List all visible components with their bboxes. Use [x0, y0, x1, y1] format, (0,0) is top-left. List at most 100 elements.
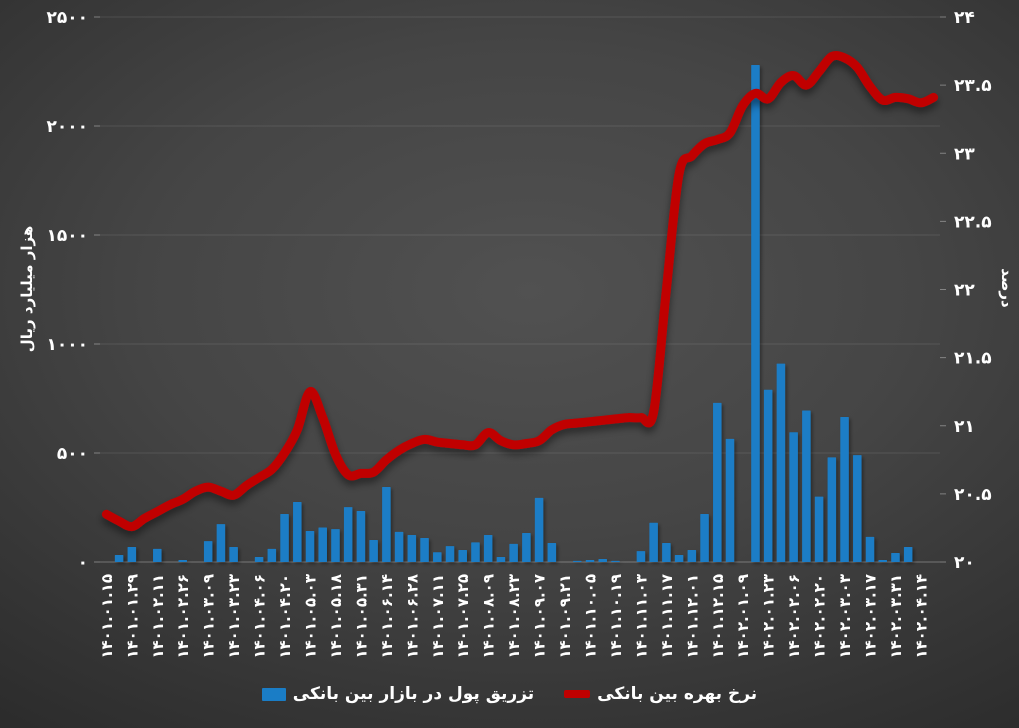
bar: [356, 510, 366, 562]
bar: [522, 533, 531, 562]
legend: تزریق پول در بازار بین بانکی نرخ بهره بی…: [0, 684, 1019, 704]
bar: [293, 502, 302, 562]
bar: [382, 487, 391, 562]
bar: [458, 550, 467, 562]
x-axis-date-label: ۱۴۰۲.۰۱.۲۳: [760, 574, 778, 659]
x-axis-date-label: ۱۴۰۲.۰۴.۱۴: [912, 574, 930, 659]
rate-line: [101, 50, 939, 532]
bar: [598, 558, 607, 562]
bar: [267, 548, 277, 562]
bar: [649, 522, 658, 562]
bar: [331, 529, 340, 562]
bar: [611, 560, 620, 562]
line-series-swatch: [564, 690, 591, 698]
bar: [471, 542, 480, 562]
x-axis-date-label: ۱۴۰۱.۰۴.۲۰: [276, 574, 294, 659]
bar: [636, 551, 646, 562]
x-axis-date-label: ۱۴۰۱.۱۱.۰۳: [632, 574, 650, 659]
x-axis-date-label: ۱۴۰۱.۰۷.۲۵: [454, 574, 472, 659]
bar: [178, 560, 187, 562]
bar: [127, 546, 137, 562]
left-axis-title: هزار میلیارد ریال: [18, 226, 36, 353]
right-axis-tick-label: ۲۲.۵: [954, 212, 992, 232]
bar: [483, 534, 493, 562]
bar: [445, 546, 455, 562]
bar: [878, 560, 887, 562]
x-axis-date-label: ۱۴۰۱.۰۸.۰۹: [480, 574, 498, 659]
x-axis-date-label: ۱۴۰۲.۰۳.۱۷: [862, 574, 880, 659]
bar: [280, 514, 289, 562]
bar: [229, 546, 238, 562]
bar: [114, 555, 124, 562]
bar: [751, 64, 760, 563]
bar: [534, 497, 544, 562]
bar: [713, 402, 722, 562]
bar: [203, 541, 213, 562]
bar-series-label: تزریق پول در بازار بین بانکی: [292, 684, 535, 704]
left-axis-tick-label: ۲۵۰۰: [46, 8, 88, 28]
x-axis-date-label: ۱۴۰۱.۰۳.۰۹: [200, 574, 218, 659]
x-axis-date-label: ۱۴۰۱.۰۱.۱۵: [98, 574, 116, 659]
bar: [509, 543, 518, 562]
bar: [903, 546, 913, 562]
bar: [763, 389, 773, 562]
bar: [585, 560, 595, 562]
x-axis-date-label: ۱۴۰۱.۱۲.۰۱: [683, 574, 701, 659]
bar: [216, 524, 226, 562]
x-axis-date-label: ۱۴۰۱.۰۸.۲۳: [505, 574, 523, 659]
line-series-label: نرخ بهره بین بانکی: [597, 684, 758, 704]
right-axis-tick-label: ۲۲: [954, 281, 975, 301]
bar: [318, 527, 327, 562]
x-axis-date-label: ۱۴۰۲.۰۲.۰۶: [785, 574, 803, 659]
bar: [700, 514, 709, 562]
bar: [840, 417, 849, 562]
bar: [496, 556, 506, 562]
x-axis-date-label: ۱۴۰۱.۰۶.۲۸: [403, 574, 421, 659]
left-axis-tick-label: ۰: [78, 553, 88, 573]
bar: [687, 550, 697, 562]
bar: [776, 363, 786, 562]
left-axis-tick-label: ۱۵۰۰: [46, 226, 88, 246]
bar: [407, 534, 417, 562]
left-axis-tick-label: ۵۰۰: [57, 444, 88, 464]
bar: [865, 536, 875, 562]
right-axis-tick-label: ۲۱: [954, 417, 975, 437]
x-axis-date-label: ۱۴۰۱.۱۲.۱۵: [709, 574, 727, 659]
bar: [369, 539, 378, 562]
bar: [662, 543, 671, 562]
bar: [394, 531, 404, 562]
gridlines: [94, 16, 946, 563]
x-axis-date-label: ۱۴۰۱.۰۳.۲۳: [225, 574, 243, 659]
x-axis-date-label: ۱۴۰۱.۰۷.۱۱: [429, 574, 447, 659]
bar: [827, 457, 837, 562]
x-axis-date-label: ۱۴۰۱.۰۵.۱۸: [327, 574, 345, 659]
bar: [547, 543, 557, 562]
x-axis-date-label: ۱۴۰۱.۰۲.۱۱: [149, 574, 167, 659]
x-axis-date-label: ۱۴۰۱.۱۱.۱۷: [658, 574, 676, 659]
right-axis-tick-label: ۲۳: [954, 144, 975, 164]
legend-item-line: نرخ بهره بین بانکی: [564, 684, 757, 704]
x-axis-date-label: ۱۴۰۱.۰۵.۳۱: [352, 574, 370, 659]
x-axis-date-label: ۱۴۰۲.۰۳.۰۳: [836, 574, 854, 659]
x-axis-date-label: ۱۴۰۱.۱۰.۱۹: [607, 574, 625, 659]
left-axis-tick-label: ۲۰۰۰: [46, 117, 88, 137]
right-axis-tick-label: ۲۰.۵: [954, 485, 992, 505]
legend-item-bars: تزریق پول در بازار بین بانکی: [261, 684, 535, 704]
x-axis-date-label: ۱۴۰۲.۰۱.۰۹: [734, 574, 752, 659]
bar-series-swatch: [261, 687, 286, 701]
right-axis-tick-label: ۲۰: [954, 553, 975, 573]
bar: [254, 556, 264, 562]
bar: [853, 455, 862, 562]
bar: [573, 560, 582, 562]
x-axis-date-label: ۱۴۰۱.۰۲.۲۶: [174, 574, 192, 659]
bar: [814, 496, 824, 562]
bar-series: [114, 64, 913, 563]
bar: [725, 438, 735, 562]
x-axis-date-label: ۱۴۰۱.۰۹.۰۷: [531, 574, 549, 659]
bar: [433, 552, 442, 562]
x-axis-date-label: ۱۴۰۱.۱۰.۰۵: [582, 574, 600, 659]
bar: [674, 555, 684, 562]
x-axis-date-label: ۱۴۰۱.۰۶.۱۴: [378, 574, 396, 659]
